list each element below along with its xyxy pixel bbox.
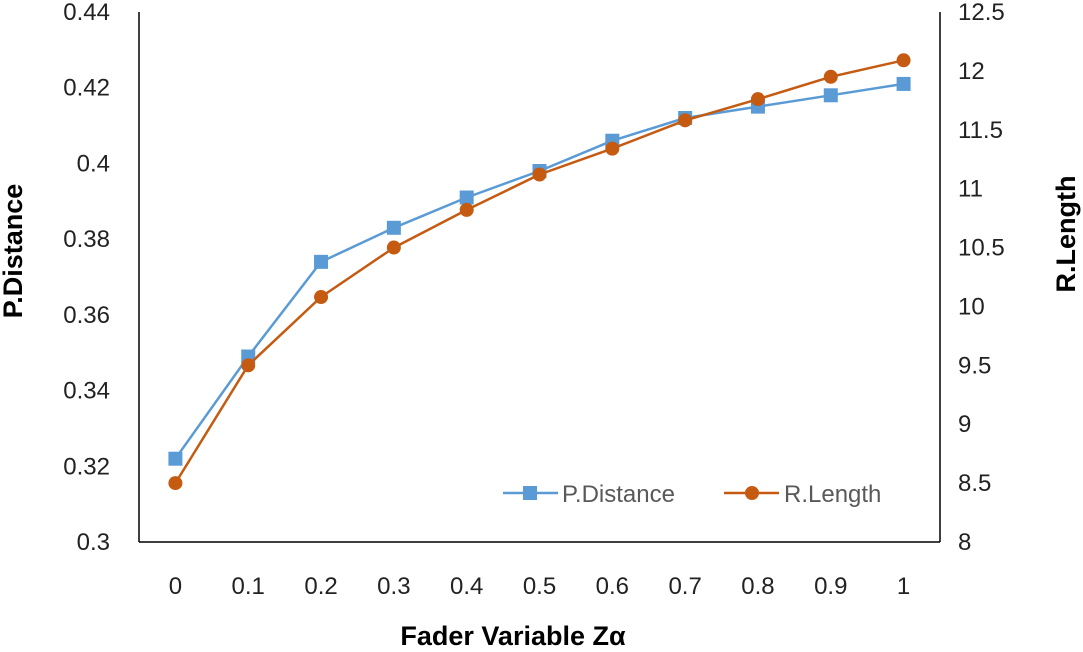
- right-axis-tick-label: 12.5: [958, 0, 1005, 26]
- x-axis-tick-label: 0.5: [523, 573, 556, 600]
- data-point: [168, 451, 183, 466]
- data-point: [168, 476, 183, 491]
- data-point: [386, 240, 401, 255]
- left-axis-tick-label: 0.3: [77, 529, 110, 556]
- x-axis-tick-label: 0.7: [668, 573, 701, 600]
- left-axis-tick-label: 0.4: [77, 150, 110, 177]
- series-0: [168, 76, 911, 466]
- right-axis-title: R.Length: [1051, 176, 1081, 293]
- legend-marker-series-1: [745, 486, 759, 500]
- left-axis-title: P.Distance: [0, 184, 28, 319]
- left-axis-tick-label: 0.42: [63, 75, 110, 102]
- x-axis-title: Fader Variable Zα: [400, 621, 626, 651]
- right-axis-tick-label: 8.5: [958, 470, 991, 497]
- left-axis-tick-label: 0.44: [63, 0, 110, 26]
- legend-marker-series-0: [523, 486, 537, 500]
- series-line-1: [174, 59, 904, 484]
- x-axis-tick-label: 0.9: [814, 573, 847, 600]
- series-line-0: [174, 82, 904, 460]
- legend-item-series-0: P.Distance: [503, 481, 675, 508]
- legend: P.Distance R.Length: [503, 481, 881, 508]
- x-axis-tick-label: 0.6: [596, 573, 629, 600]
- data-point: [314, 254, 329, 269]
- right-axis-tick-label: 11: [958, 176, 983, 203]
- right-axis-tick-label: 11.5: [958, 117, 1003, 144]
- x-axis-tick-label: 0.8: [741, 573, 774, 600]
- left-axis-tick-label: 0.34: [63, 378, 110, 405]
- right-axis-tick-label: 12: [958, 58, 985, 85]
- left-axis-tick-label: 0.38: [63, 226, 110, 253]
- data-point: [532, 167, 547, 182]
- data-point: [896, 53, 911, 68]
- x-axis-tick-label: 0: [169, 573, 182, 600]
- legend-item-series-1: R.Length: [724, 481, 881, 508]
- data-point: [241, 358, 256, 373]
- x-axis-ticks: 0 0.1 0.2 0.3 0.4 0.5 0.6 0.7 0.8 0.9 1: [169, 573, 911, 600]
- data-point: [750, 92, 765, 107]
- plot-frame: [138, 12, 941, 543]
- right-axis-ticks: 8 8.5 9 9.5 10 10.5 11 11.5 12 12.5: [958, 0, 1005, 556]
- data-point: [386, 220, 401, 235]
- left-axis-tick-label: 0.32: [63, 453, 110, 480]
- data-point: [823, 69, 838, 84]
- series-1: [168, 53, 911, 491]
- data-point: [459, 202, 474, 217]
- x-axis-tick-label: 1: [897, 573, 910, 600]
- data-point: [678, 113, 693, 128]
- right-axis-tick-label: 10: [958, 293, 985, 320]
- data-point: [314, 290, 329, 305]
- left-axis-tick-label: 0.36: [63, 302, 110, 329]
- series-layer: [168, 53, 911, 491]
- right-axis-tick-label: 10.5: [958, 235, 1005, 262]
- x-axis-tick-label: 0.2: [304, 573, 337, 600]
- right-axis-tick-label: 9.5: [958, 352, 991, 379]
- right-axis-tick-label: 8: [958, 529, 971, 556]
- data-point: [823, 88, 838, 103]
- x-axis-tick-label: 0.1: [232, 573, 265, 600]
- data-point: [605, 141, 620, 156]
- right-axis-tick-label: 9: [958, 411, 971, 438]
- legend-label-series-1: R.Length: [784, 481, 881, 508]
- data-point: [896, 76, 911, 91]
- left-axis-ticks: 0.3 0.32 0.34 0.36 0.38 0.4 0.42 0.44: [63, 0, 110, 556]
- data-point: [459, 190, 474, 205]
- legend-label-series-0: P.Distance: [562, 481, 675, 508]
- x-axis-tick-label: 0.4: [450, 573, 483, 600]
- x-axis-tick-label: 0.3: [377, 573, 410, 600]
